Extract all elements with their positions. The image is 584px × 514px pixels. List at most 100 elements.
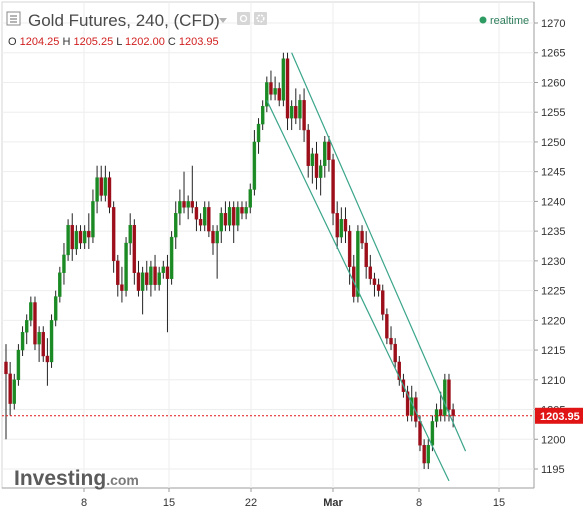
candle-body (116, 260, 120, 285)
candle (306, 124, 310, 178)
candle-body (4, 361, 8, 375)
candle-body (260, 106, 265, 125)
candle (248, 183, 252, 214)
candle (223, 201, 228, 232)
candle (120, 266, 124, 303)
candle (33, 296, 37, 351)
candle-body (227, 207, 232, 226)
candle (140, 266, 145, 315)
ohlc-key: L (113, 36, 125, 48)
gear-icon[interactable] (254, 12, 267, 25)
investing-logo: Investing.com (14, 467, 139, 490)
eye-icon[interactable] (237, 12, 250, 25)
candle (364, 231, 368, 279)
candle-body (99, 177, 103, 196)
trend-channel (266, 52, 467, 482)
candle (443, 373, 447, 422)
candle (99, 165, 103, 202)
collapse-icon[interactable] (6, 11, 21, 26)
candle (12, 373, 16, 410)
candle-body (314, 153, 319, 178)
x-tick-label: 15 (493, 497, 505, 509)
ohlc-value: 1204.25 (20, 36, 60, 48)
chevron-down-icon[interactable] (219, 18, 227, 23)
candle-body (186, 201, 190, 208)
candle (310, 147, 315, 184)
last-price-tag (535, 407, 583, 424)
realtime-indicator: realtime (479, 15, 529, 27)
y-tick-label: 1220 (541, 315, 565, 327)
candle-body (62, 254, 66, 273)
candle (132, 219, 137, 285)
candle-body (20, 332, 25, 351)
ohlc-key: C (165, 36, 179, 48)
channel-line-upper[interactable] (291, 52, 467, 452)
candle (219, 207, 223, 244)
ohlc-text: O 1204.25 H 1205.25 L 1202.00 C 1203.95 (8, 36, 219, 48)
last-price-line: 1203.95 (2, 407, 583, 424)
x-tick-label: 8 (81, 497, 87, 509)
candle (41, 326, 45, 362)
candle-body (376, 284, 381, 291)
candle-body (145, 272, 149, 285)
candle (87, 213, 91, 249)
candle-body (397, 361, 401, 380)
candle-body (58, 272, 62, 297)
candle-body (236, 207, 240, 226)
candle (25, 314, 29, 345)
candle-body (16, 349, 21, 381)
candle (182, 171, 186, 214)
candle (62, 243, 66, 285)
candle-body (194, 207, 199, 220)
candle-body (273, 88, 277, 95)
candle (240, 201, 244, 220)
candle-body (269, 82, 273, 95)
candle (161, 260, 166, 279)
candle-body (78, 230, 83, 244)
realtime-label: realtime (490, 15, 529, 27)
candle-body (132, 224, 137, 273)
candle (327, 135, 331, 172)
candle-body (219, 213, 223, 232)
candle (331, 153, 335, 226)
candle-body (306, 129, 310, 166)
candle-body (12, 379, 16, 404)
candle-body (53, 296, 58, 321)
candle-body (368, 266, 373, 279)
candle-body (252, 141, 257, 190)
candle-body (285, 58, 290, 119)
candle-body (128, 224, 132, 244)
candlestick-series (4, 52, 455, 469)
candle-body (231, 207, 236, 226)
candle-body (140, 272, 145, 291)
candle (20, 326, 25, 357)
candle-body (418, 421, 422, 446)
ohlc-key: H (59, 36, 73, 48)
candle (78, 225, 83, 249)
candle (136, 260, 141, 297)
candle (372, 272, 377, 297)
candle-body (82, 230, 87, 244)
candle (194, 201, 199, 232)
candle-body (8, 373, 12, 404)
candle (91, 189, 95, 244)
candle-body (323, 141, 327, 166)
x-tick-label: 15 (163, 497, 175, 509)
logo-wordmark: Investing.com (14, 467, 139, 490)
candle (389, 326, 393, 351)
x-tick-label: 8 (416, 497, 422, 509)
candle (116, 254, 120, 297)
candle (323, 135, 327, 178)
candle-body (149, 266, 153, 285)
candle-body (124, 242, 128, 291)
candle-body (385, 314, 389, 339)
y-tick-label: 1210 (541, 375, 565, 387)
candle (29, 296, 33, 327)
candle-body (95, 177, 99, 202)
channel-line-lower[interactable] (266, 100, 450, 482)
candle (231, 201, 236, 244)
candle-body (25, 320, 29, 333)
candle-body (331, 159, 335, 214)
candle-body (364, 242, 368, 268)
candle (281, 52, 286, 107)
